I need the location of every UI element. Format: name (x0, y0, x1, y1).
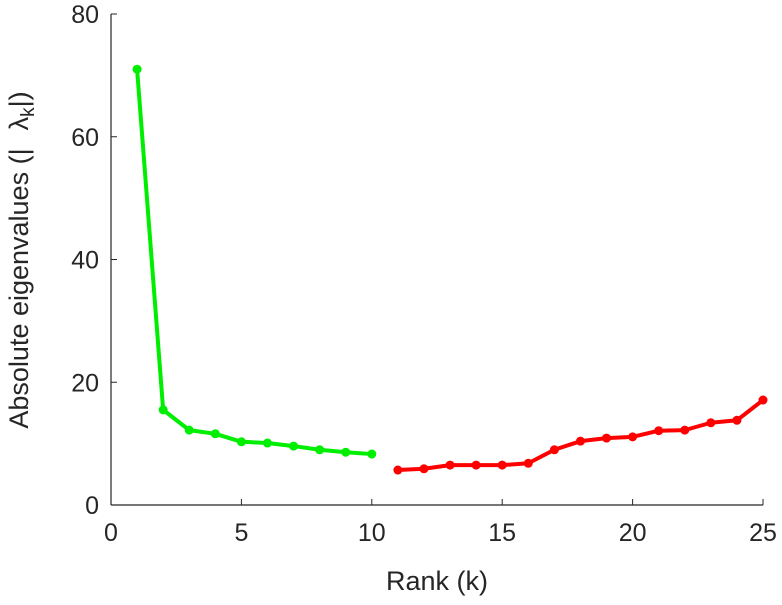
data-point-bottom (523, 458, 533, 468)
data-point-bottom (471, 460, 481, 470)
data-point-bottom (602, 433, 612, 443)
x-tick-label: 15 (488, 519, 516, 547)
data-point-bottom (706, 418, 716, 428)
data-point-bottom (419, 464, 429, 474)
data-point-top (158, 405, 168, 415)
x-axis-label: Rank (k) (386, 566, 488, 596)
x-tick-label: 5 (234, 519, 248, 547)
x-tick-label: 20 (619, 519, 647, 547)
y-tick-label: 0 (85, 492, 99, 520)
data-point-bottom (575, 436, 585, 446)
data-point-top (341, 447, 351, 457)
y-tick-label: 20 (71, 369, 99, 397)
data-point-top (289, 441, 299, 451)
data-point-bottom (549, 445, 559, 455)
series-line-top (135, 69, 372, 457)
y-axis-label: Absolute eigenvalues (|λk|) (4, 91, 39, 428)
series-line-bottom (397, 398, 765, 473)
data-point-top (210, 429, 220, 439)
data-point-top (132, 64, 142, 74)
data-point-bottom (732, 415, 742, 425)
data-point-top (184, 425, 194, 435)
data-point-bottom (445, 460, 455, 470)
data-point-top (315, 445, 325, 455)
data-point-top (262, 438, 272, 448)
data-point-bottom (497, 460, 507, 470)
data-point-top (236, 437, 246, 447)
data-point-bottom (654, 426, 664, 436)
y-tick-label: 60 (71, 124, 99, 152)
x-tick-label: 0 (104, 519, 118, 547)
data-point-bottom (393, 465, 403, 475)
x-tick-label: 25 (749, 519, 777, 547)
data-point-top (367, 449, 377, 459)
data-point-bottom (680, 425, 690, 435)
y-tick-label: 40 (71, 247, 99, 275)
x-tick-label: 10 (358, 519, 386, 547)
data-point-bottom (628, 432, 638, 442)
y-tick-label: 80 (71, 1, 99, 29)
data-point-bottom (758, 395, 768, 405)
